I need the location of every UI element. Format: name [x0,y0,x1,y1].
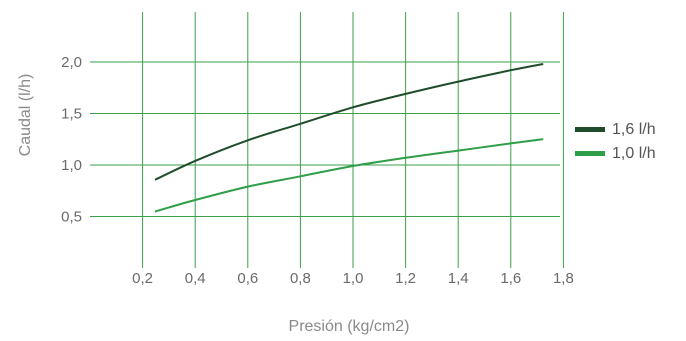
x-tick-label: 0,4 [185,270,206,287]
y-tick-label: 1,0 [61,157,82,174]
y-tick-labels: 0,5 1,0 1,5 2,0 [61,54,82,226]
series-lines [154,63,544,213]
legend-label: 1,0 l/h [612,145,656,162]
x-tick-label: 0,2 [132,270,153,287]
x-tick-label: 0,8 [290,270,311,287]
x-axis-label: Presión (kg/cm2) [289,318,410,335]
legend: 1,6 l/h 1,0 l/h [575,121,656,162]
legend-swatch [575,151,605,156]
x-tick-labels: 0,2 0,4 0,6 0,8 1,0 1,2 1,4 1,6 1,8 [132,270,574,287]
y-axis-label: Caudal (l/h) [17,74,34,157]
x-tick-label: 1,0 [343,270,364,287]
y-tick-label: 0,5 [61,209,82,226]
series-line-2 [154,138,544,213]
x-tick-label: 1,6 [500,270,521,287]
x-tick-label: 1,4 [448,270,469,287]
x-tick-label: 0,6 [237,270,258,287]
series-line-1 [154,63,544,181]
grid [90,12,564,268]
legend-label: 1,6 l/h [612,121,656,138]
y-tick-label: 2,0 [61,54,82,71]
x-tick-label: 1,2 [395,270,416,287]
y-tick-label: 1,5 [61,106,82,123]
x-tick-label: 1,8 [553,270,574,287]
legend-swatch [575,127,605,132]
